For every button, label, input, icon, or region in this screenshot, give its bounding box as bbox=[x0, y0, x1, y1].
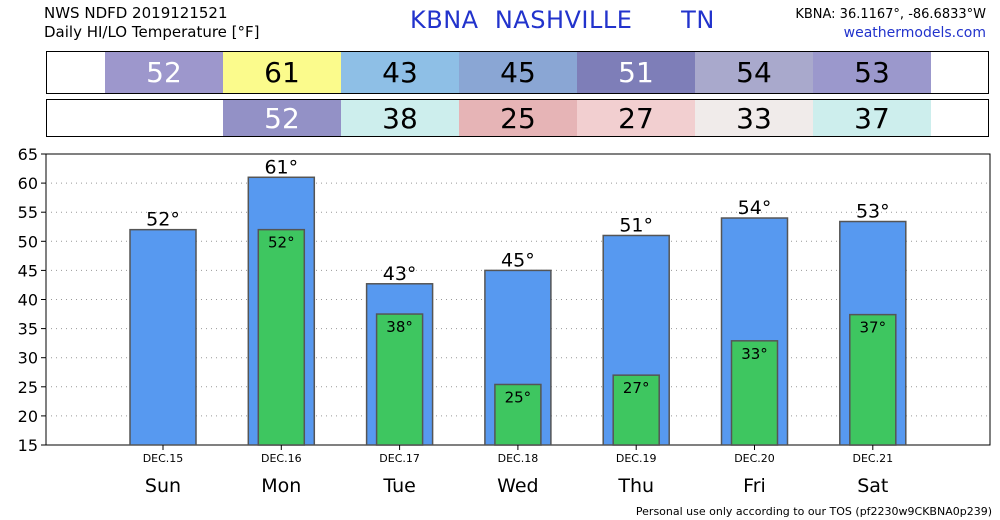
low-temperature-strip: 52 38 25 27 33 37 bbox=[46, 99, 989, 137]
day-label: Sat bbox=[857, 475, 888, 497]
high-value-label: 51° bbox=[619, 214, 653, 236]
site-link[interactable]: weathermodels.com bbox=[843, 25, 986, 41]
y-tick-label: 50 bbox=[18, 232, 38, 251]
high-temp-cell: 43 bbox=[341, 52, 459, 93]
y-tick-label: 15 bbox=[18, 436, 38, 455]
low-value-label: 25° bbox=[505, 388, 532, 406]
high-bar bbox=[129, 228, 197, 446]
y-tick-label: 45 bbox=[18, 261, 38, 280]
day-label: Thu bbox=[617, 475, 654, 497]
low-value-label: 33° bbox=[741, 345, 768, 363]
y-tick-label: 65 bbox=[18, 145, 38, 164]
low-temp-cell: 27 bbox=[577, 100, 695, 136]
high-temp-cell: 52 bbox=[105, 52, 223, 93]
tos-footer: Personal use only according to our TOS (… bbox=[635, 505, 992, 518]
low-bar bbox=[849, 313, 897, 446]
day-label: Sun bbox=[145, 475, 181, 497]
y-tick-label: 30 bbox=[18, 349, 38, 368]
low-temp-cell: 25 bbox=[459, 100, 577, 136]
date-label: DEC.17 bbox=[379, 452, 420, 465]
low-value-label: 38° bbox=[386, 318, 413, 336]
y-tick-label: 55 bbox=[18, 203, 38, 222]
low-bar bbox=[612, 374, 660, 446]
date-label: DEC.20 bbox=[734, 452, 775, 465]
y-tick-label: 60 bbox=[18, 174, 38, 193]
y-tick-label: 20 bbox=[18, 407, 38, 426]
high-temp-cell: 51 bbox=[577, 52, 695, 93]
date-label: DEC.19 bbox=[616, 452, 657, 465]
date-label: DEC.21 bbox=[852, 452, 893, 465]
day-label: Tue bbox=[382, 475, 415, 497]
header-left: NWS NDFD 2019121521 Daily HI/LO Temperat… bbox=[44, 4, 260, 42]
day-label: Fri bbox=[743, 475, 766, 497]
low-value-label: 52° bbox=[268, 234, 295, 252]
high-temperature-strip: 52 61 43 45 51 54 53 bbox=[46, 51, 989, 94]
high-value-label: 52° bbox=[146, 209, 180, 231]
high-temp-cell: 45 bbox=[459, 52, 577, 93]
date-label: DEC.16 bbox=[261, 452, 302, 465]
station-title: KBNA NASHVILLE TN bbox=[410, 6, 715, 34]
chart-subtitle: Daily HI/LO Temperature [°F] bbox=[44, 23, 260, 41]
low-bar bbox=[257, 228, 306, 446]
y-tick-label: 25 bbox=[18, 378, 38, 397]
high-value-label: 45° bbox=[501, 249, 535, 271]
low-temp-cell: 52 bbox=[223, 100, 341, 136]
header-right: KBNA: 36.1167°, -86.6833°W weathermodels… bbox=[795, 6, 986, 42]
high-value-label: 53° bbox=[856, 201, 890, 223]
high-value-label: 61° bbox=[264, 156, 298, 178]
high-temp-cell: 61 bbox=[223, 52, 341, 93]
low-value-label: 27° bbox=[623, 379, 650, 397]
model-run-label: NWS NDFD 2019121521 bbox=[44, 4, 228, 22]
low-temp-cell: 37 bbox=[813, 100, 931, 136]
date-label: DEC.15 bbox=[143, 452, 184, 465]
station-coords: KBNA: 36.1167°, -86.6833°W bbox=[795, 7, 986, 22]
high-value-label: 54° bbox=[738, 197, 772, 219]
high-temp-cell: 54 bbox=[695, 52, 813, 93]
low-value-label: 37° bbox=[860, 319, 887, 337]
y-tick-label: 35 bbox=[18, 320, 38, 339]
high-value-label: 43° bbox=[383, 263, 417, 285]
day-label: Mon bbox=[261, 475, 301, 497]
y-tick-label: 40 bbox=[18, 291, 38, 310]
low-temp-cell: 33 bbox=[695, 100, 813, 136]
low-temp-cell: 38 bbox=[341, 100, 459, 136]
day-label: Wed bbox=[497, 475, 538, 497]
date-label: DEC.18 bbox=[498, 452, 539, 465]
high-temp-cell: 53 bbox=[813, 52, 931, 93]
